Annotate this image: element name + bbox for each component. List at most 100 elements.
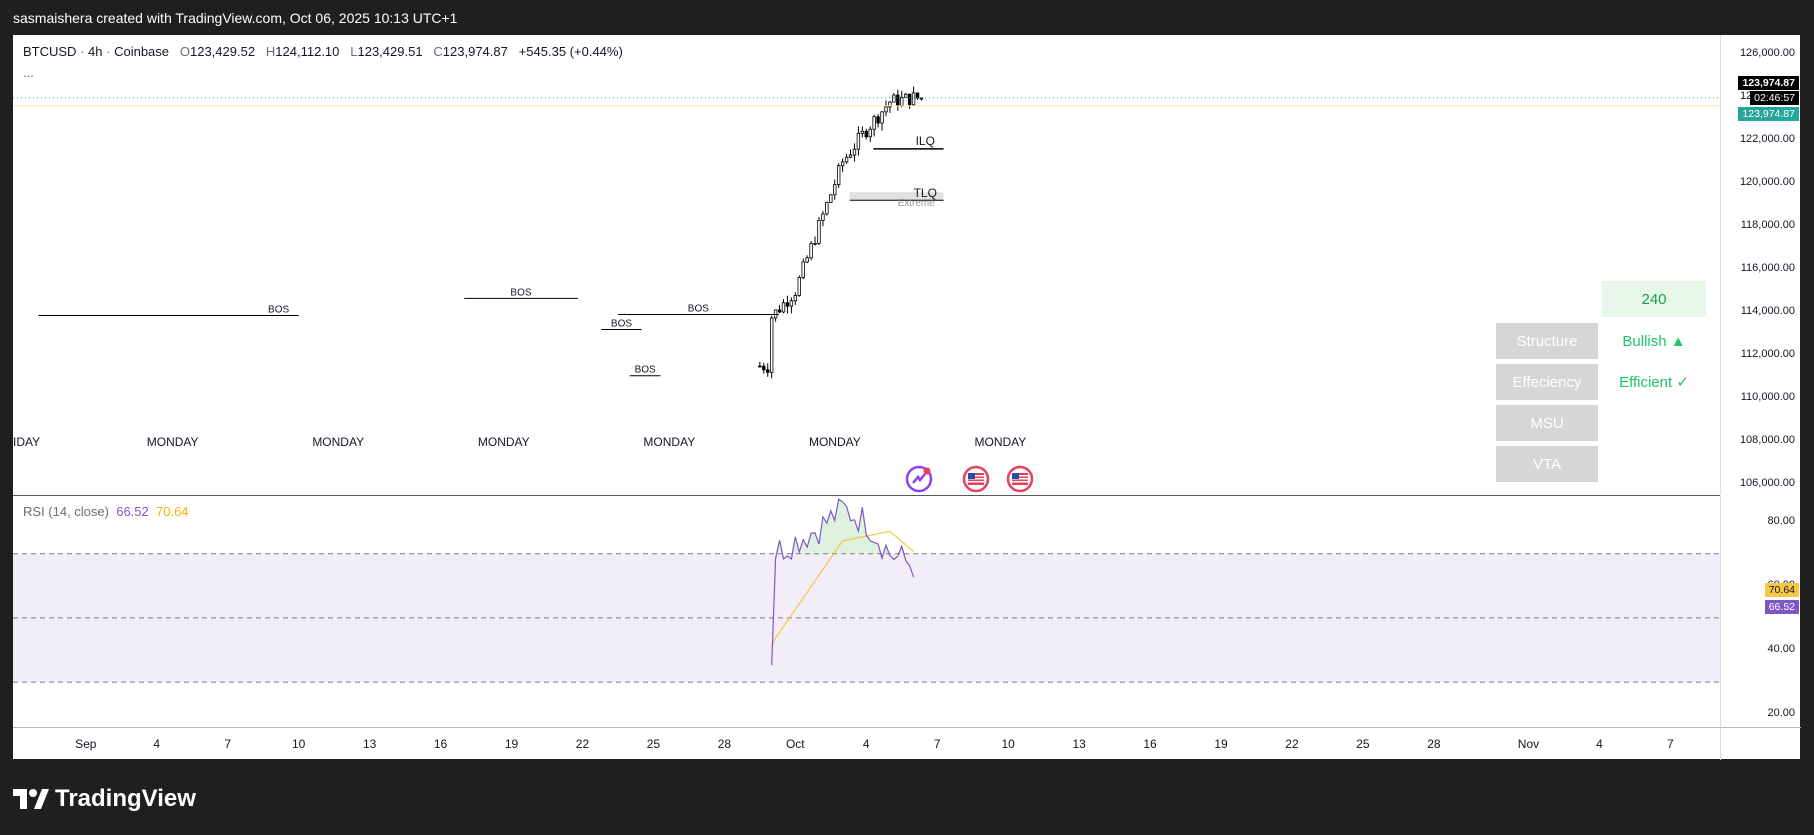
rsi-ma-line — [771, 530, 914, 648]
candle-body — [892, 94, 896, 103]
price-legend: BTCUSD · 4h · Coinbase O123,429.52 H124,… — [23, 44, 623, 59]
candle-body — [836, 165, 841, 186]
price-tick-label: 114,000.00 — [1740, 305, 1795, 318]
exchange-label: Coinbase — [114, 44, 170, 59]
candle-body — [777, 309, 782, 313]
rsi-tick-label: 20.00 — [1767, 707, 1795, 720]
bos-label: BOS — [268, 305, 289, 316]
rsi-tick-label: 40.00 — [1767, 643, 1795, 655]
time-tick-label: 25 — [1356, 737, 1370, 751]
price-tick-label: 122,000.00 — [1739, 133, 1795, 146]
axis-corner — [1720, 727, 1801, 760]
legend-more-button[interactable]: ... — [23, 65, 34, 80]
candle-body — [864, 130, 868, 138]
rsi-line — [771, 498, 915, 666]
close-value: 123,974.87 — [442, 44, 508, 59]
rsi-title[interactable]: RSI (14, close) — [23, 504, 109, 519]
us-flag-event-icon-2[interactable] — [1006, 465, 1034, 493]
time-tick-label: 28 — [1427, 737, 1441, 751]
time-axis[interactable]: Sep 4 7 10 13 16 19 22 25 28 Oct 4 7 10 13 16 19 22 25 28 No… — [13, 727, 1720, 760]
candle-body — [773, 309, 778, 319]
table-value-msu — [1602, 405, 1706, 441]
rsi-chart[interactable] — [13, 496, 1720, 727]
candle-body — [825, 202, 829, 215]
candle-body — [797, 277, 801, 296]
tradingview-brand: TradingView — [55, 785, 196, 812]
ilq-label: ILQ — [916, 134, 935, 148]
time-tick-label: 28 — [717, 737, 732, 751]
candle-body — [805, 257, 809, 263]
candle-body — [844, 156, 849, 163]
time-tick-label: Sep — [75, 737, 97, 751]
candle-body — [793, 295, 798, 302]
candle-body — [769, 317, 774, 373]
candle-body — [884, 106, 888, 113]
change-value: +545.35 (+0.44%) — [518, 44, 623, 59]
time-tick-label: 10 — [1001, 737, 1015, 751]
price-tick-label: 110,000.00 — [1740, 391, 1795, 404]
time-tick-label: 7 — [933, 737, 941, 751]
table-label-msu: MSU — [1496, 405, 1598, 441]
open-label: O — [179, 44, 190, 59]
rsi-tick-label: 80.00 — [1767, 514, 1795, 527]
table-label-vta: VTA — [1496, 446, 1598, 482]
candle-body — [903, 93, 908, 98]
rsi-value: 66.52 — [116, 504, 149, 519]
weekday-label: MONDAY — [809, 435, 861, 449]
candle-body — [821, 213, 825, 221]
price-pane[interactable]: ILQ TLQ Extreme BOS BOS BOS BOS BOS IDAY MONDAY MO… — [13, 35, 1720, 496]
price-tick-label: 106,000.00 — [1739, 477, 1795, 490]
candle-body — [781, 302, 786, 313]
time-tick-label: 19 — [1214, 737, 1228, 751]
time-tick-label: Nov — [1517, 737, 1540, 751]
rsi-overbought-fill — [771, 499, 914, 554]
table-value-efficiency: Efficient ✓ — [1619, 374, 1689, 391]
price-tick-label: 118,000.00 — [1740, 219, 1795, 232]
candle-body — [880, 111, 884, 124]
tlq-zone — [849, 192, 944, 201]
price-line-tag: 123,974.87 — [1738, 107, 1799, 121]
candle-body — [829, 194, 833, 203]
price-tick-label: 112,000.00 — [1740, 348, 1795, 361]
candle-body — [896, 94, 900, 106]
candle-body — [848, 154, 853, 158]
tradingview-logo-icon — [13, 789, 49, 809]
rsi-value-tag: 66.52 — [1764, 600, 1799, 614]
candle-body — [856, 132, 861, 150]
chart-caption: sasmaishera created with TradingView.com… — [13, 10, 458, 26]
time-tick-label: 25 — [646, 737, 661, 751]
candle-body — [785, 302, 790, 307]
tlq-label: TLQ — [914, 186, 937, 200]
us-flag-event-icon[interactable] — [962, 465, 990, 493]
symbol-name[interactable]: BTCUSD — [23, 44, 77, 59]
table-label-structure: Structure — [1496, 323, 1598, 359]
price-tick-label: 116,000.00 — [1740, 262, 1795, 275]
candle-body — [833, 184, 837, 196]
weekday-label: IDAY — [13, 435, 40, 449]
weekday-label: MONDAY — [312, 435, 364, 449]
open-value: 123,429.52 — [189, 44, 256, 59]
candle-body — [801, 261, 805, 278]
spark-event-icon[interactable] — [904, 464, 934, 494]
tradingview-logo[interactable]: TradingView — [13, 785, 196, 813]
interval-label[interactable]: 4h — [88, 44, 103, 59]
price-tick-label: 120,000.00 — [1739, 176, 1795, 189]
price-axis[interactable]: 126,000.00124,000.00122,000.00120,000.00… — [1720, 35, 1801, 495]
candle-body — [766, 369, 770, 373]
bos-label: BOS — [635, 365, 656, 376]
bos-label: BOS — [611, 318, 632, 329]
candle-body — [809, 243, 813, 259]
candle-body — [876, 116, 880, 124]
rsi-pane[interactable]: RSI (14, close) 66.52 70.64 — [13, 496, 1720, 727]
time-tick-label: 7 — [1667, 737, 1674, 751]
time-tick-label: 16 — [433, 737, 448, 751]
countdown-tag: 02:46:57 — [1750, 91, 1799, 105]
time-tick-label: 13 — [1072, 737, 1086, 751]
candle-body — [907, 93, 912, 106]
price-tick-label: 108,000.00 — [1739, 434, 1795, 447]
time-tick-label: 4 — [153, 737, 161, 751]
bos-label: BOS — [688, 303, 709, 314]
table-header-cell: 240 — [1602, 281, 1706, 317]
